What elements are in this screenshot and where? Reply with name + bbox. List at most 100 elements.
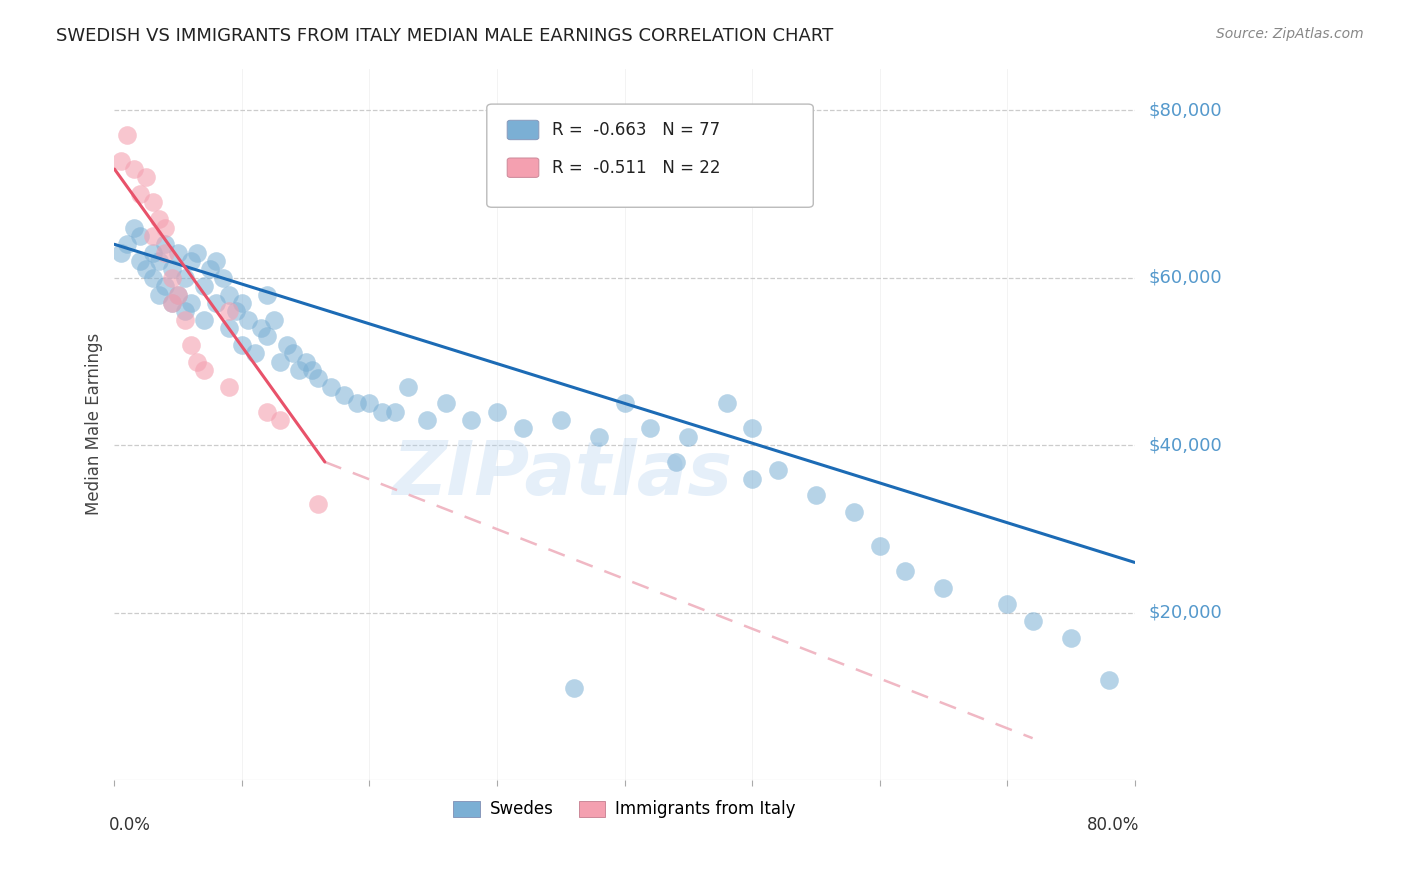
Point [180,254,202,268]
Point [173,312,195,326]
Text: 0.0%: 0.0% [110,815,152,834]
Point [766,463,789,477]
Point [932,581,955,595]
Point [129,187,152,202]
Point [269,354,291,368]
Point [301,363,323,377]
Point [238,312,260,326]
Point [122,220,145,235]
Point [180,338,202,352]
Point [186,354,208,368]
Point [1021,614,1043,628]
Point [173,304,195,318]
Point [333,388,356,402]
Text: Source: ZipAtlas.com: Source: ZipAtlas.com [1216,27,1364,41]
Point [741,421,763,435]
Point [155,279,177,293]
Point [148,212,170,227]
Point [110,245,132,260]
Point [155,220,177,235]
Point [678,430,700,444]
Text: R =  -0.511   N = 22: R = -0.511 N = 22 [553,159,721,177]
FancyBboxPatch shape [508,158,538,178]
Point [205,296,228,310]
Point [218,379,240,393]
Point [716,396,738,410]
Point [562,681,585,695]
Point [384,405,406,419]
Text: R =  -0.663   N = 77: R = -0.663 N = 77 [553,121,720,139]
Point [231,296,253,310]
Point [160,296,183,310]
FancyBboxPatch shape [508,120,538,140]
Point [307,497,329,511]
Point [193,312,215,326]
Legend: Swedes, Immigrants from Italy: Swedes, Immigrants from Italy [447,794,803,825]
Text: SWEDISH VS IMMIGRANTS FROM ITALY MEDIAN MALE EARNINGS CORRELATION CHART: SWEDISH VS IMMIGRANTS FROM ITALY MEDIAN … [56,27,834,45]
Point [894,564,917,578]
Point [1060,631,1083,645]
Point [167,287,190,301]
Point [155,245,177,260]
Point [135,170,157,185]
Point [193,363,215,377]
Point [155,237,177,252]
Point [198,262,221,277]
Point [434,396,457,410]
Text: $40,000: $40,000 [1149,436,1222,454]
Point [115,128,138,143]
Y-axis label: Median Male Earnings: Median Male Earnings [86,334,103,516]
Point [371,405,394,419]
Point [148,254,170,268]
Point [613,396,636,410]
Point [225,304,247,318]
Point [346,396,368,410]
Point [276,338,298,352]
Text: ZIPatlas: ZIPatlas [394,438,734,510]
Point [218,287,240,301]
Point [1098,673,1121,687]
Point [167,245,190,260]
Point [218,321,240,335]
Point [193,279,215,293]
Point [160,270,183,285]
Point [269,413,291,427]
Point [135,262,157,277]
Point [256,287,278,301]
Text: $60,000: $60,000 [1149,268,1222,287]
Point [550,413,572,427]
Point [142,245,165,260]
Point [288,363,311,377]
Text: $20,000: $20,000 [1149,604,1222,622]
Point [804,488,827,502]
Point [995,597,1018,611]
Point [122,161,145,176]
Point [460,413,482,427]
Point [512,421,534,435]
Point [218,304,240,318]
Point [396,379,419,393]
Point [359,396,381,410]
Point [256,329,278,343]
Point [638,421,661,435]
Point [205,254,228,268]
Point [160,296,183,310]
Point [129,229,152,244]
Point [129,254,152,268]
Point [485,405,508,419]
Point [321,379,343,393]
Point [256,405,278,419]
Point [842,505,865,519]
Point [142,270,165,285]
Point [115,237,138,252]
Point [281,346,304,360]
Point [294,354,316,368]
Text: $80,000: $80,000 [1149,102,1222,120]
Point [173,270,195,285]
Point [307,371,329,385]
Point [148,287,170,301]
Point [741,472,763,486]
Point [142,229,165,244]
Point [664,455,686,469]
Point [167,287,190,301]
